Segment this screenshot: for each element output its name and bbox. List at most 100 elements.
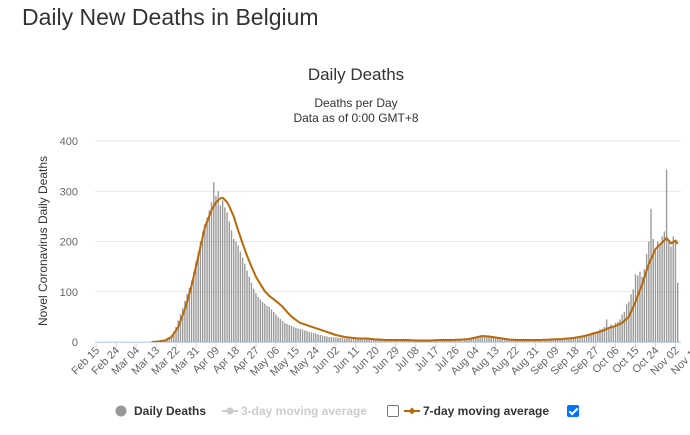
daily-deaths-bar[interactable] bbox=[299, 328, 302, 342]
daily-deaths-bar[interactable] bbox=[599, 329, 601, 342]
daily-deaths-bar[interactable] bbox=[672, 236, 674, 342]
daily-deaths-bar[interactable] bbox=[621, 314, 623, 342]
daily-deaths-bar[interactable] bbox=[441, 340, 444, 342]
daily-deaths-bar[interactable] bbox=[639, 271, 641, 342]
daily-deaths-bar[interactable] bbox=[435, 340, 437, 342]
daily-deaths-bar[interactable] bbox=[241, 257, 244, 342]
daily-deaths-bar[interactable] bbox=[173, 331, 175, 342]
daily-deaths-bar[interactable] bbox=[295, 327, 297, 342]
daily-deaths-bar[interactable] bbox=[499, 338, 501, 342]
daily-deaths-bar[interactable] bbox=[208, 210, 211, 342]
daily-deaths-bar[interactable] bbox=[344, 338, 346, 342]
daily-deaths-bar[interactable] bbox=[630, 294, 632, 342]
daily-deaths-bar[interactable] bbox=[437, 340, 439, 342]
daily-deaths-bar[interactable] bbox=[541, 339, 543, 342]
daily-deaths-bar[interactable] bbox=[332, 337, 335, 342]
daily-deaths-bar[interactable] bbox=[410, 340, 412, 342]
daily-deaths-bar[interactable] bbox=[206, 217, 208, 342]
daily-deaths-bar[interactable] bbox=[632, 289, 634, 342]
daily-deaths-bar[interactable] bbox=[543, 339, 546, 342]
daily-deaths-bar[interactable] bbox=[594, 332, 597, 342]
daily-deaths-bar[interactable] bbox=[204, 223, 206, 342]
daily-deaths-bar[interactable] bbox=[388, 340, 390, 342]
daily-deaths-bar[interactable] bbox=[381, 339, 384, 342]
daily-deaths-bar[interactable] bbox=[239, 251, 242, 342]
daily-deaths-bar[interactable] bbox=[474, 336, 477, 342]
daily-deaths-bar[interactable] bbox=[645, 254, 648, 342]
daily-deaths-bar[interactable] bbox=[546, 339, 548, 342]
daily-deaths-bar[interactable] bbox=[403, 340, 406, 342]
daily-deaths-bar[interactable] bbox=[510, 339, 512, 342]
daily-deaths-bar[interactable] bbox=[581, 335, 583, 342]
daily-deaths-bar[interactable] bbox=[612, 325, 614, 342]
daily-deaths-bar[interactable] bbox=[468, 338, 470, 342]
3-day-moving-average-checkbox[interactable] bbox=[387, 405, 400, 417]
daily-deaths-bar[interactable] bbox=[319, 334, 321, 342]
daily-deaths-bar[interactable] bbox=[637, 275, 639, 342]
daily-deaths-bar[interactable] bbox=[355, 338, 357, 342]
daily-deaths-bar[interactable] bbox=[219, 205, 222, 342]
daily-deaths-bar[interactable] bbox=[670, 246, 672, 342]
daily-deaths-bar[interactable] bbox=[350, 338, 353, 342]
daily-deaths-bar[interactable] bbox=[339, 337, 341, 342]
daily-deaths-bar[interactable] bbox=[617, 321, 619, 342]
daily-deaths-bar[interactable] bbox=[368, 339, 370, 342]
daily-deaths-bar[interactable] bbox=[370, 339, 373, 342]
daily-deaths-bar[interactable] bbox=[270, 309, 273, 342]
daily-deaths-bar[interactable] bbox=[577, 336, 579, 342]
daily-deaths-bar[interactable] bbox=[308, 331, 310, 342]
daily-deaths-bar[interactable] bbox=[290, 325, 293, 342]
daily-deaths-bar[interactable] bbox=[306, 330, 308, 342]
daily-deaths-bar[interactable] bbox=[554, 339, 557, 342]
daily-deaths-bar[interactable] bbox=[461, 339, 464, 342]
daily-deaths-bar[interactable] bbox=[472, 337, 475, 342]
daily-deaths-bar[interactable] bbox=[479, 335, 481, 342]
daily-deaths-bar[interactable] bbox=[190, 280, 193, 342]
daily-deaths-bar[interactable] bbox=[246, 270, 248, 342]
daily-deaths-bar[interactable] bbox=[654, 251, 657, 342]
daily-deaths-bar[interactable] bbox=[508, 339, 510, 342]
daily-deaths-bar[interactable] bbox=[330, 336, 333, 342]
daily-deaths-bar[interactable] bbox=[217, 191, 219, 342]
daily-deaths-bar[interactable] bbox=[324, 335, 326, 342]
daily-deaths-bar[interactable] bbox=[395, 340, 397, 342]
daily-deaths-bar[interactable] bbox=[375, 339, 377, 342]
daily-deaths-bar[interactable] bbox=[275, 314, 277, 342]
7-day-moving-average-checkbox[interactable] bbox=[567, 405, 580, 417]
daily-deaths-bar[interactable] bbox=[366, 339, 368, 342]
daily-deaths-bar[interactable] bbox=[390, 340, 393, 342]
daily-deaths-bar[interactable] bbox=[250, 282, 253, 342]
daily-deaths-bar[interactable] bbox=[574, 336, 577, 342]
seven-day-average-line[interactable] bbox=[151, 196, 679, 343]
daily-deaths-bar[interactable] bbox=[470, 337, 472, 342]
daily-deaths-bar[interactable] bbox=[512, 339, 515, 342]
daily-deaths-bar[interactable] bbox=[228, 221, 230, 342]
daily-deaths-bar[interactable] bbox=[557, 338, 559, 342]
daily-deaths-bar[interactable] bbox=[548, 339, 550, 342]
daily-deaths-bar[interactable] bbox=[563, 338, 566, 342]
daily-deaths-bar[interactable] bbox=[406, 340, 408, 342]
daily-deaths-bar[interactable] bbox=[506, 339, 508, 342]
daily-deaths-bar[interactable] bbox=[501, 338, 504, 342]
daily-deaths-bar[interactable] bbox=[237, 245, 239, 342]
daily-deaths-bar[interactable] bbox=[457, 339, 459, 342]
daily-deaths-bar[interactable] bbox=[383, 340, 386, 342]
daily-deaths-bar[interactable] bbox=[193, 271, 195, 342]
daily-deaths-bar[interactable] bbox=[379, 339, 381, 342]
daily-deaths-bar[interactable] bbox=[312, 332, 315, 342]
daily-deaths-bar[interactable] bbox=[213, 182, 215, 342]
daily-deaths-bar[interactable] bbox=[199, 241, 202, 343]
daily-deaths-bar[interactable] bbox=[552, 339, 555, 342]
daily-deaths-bar[interactable] bbox=[497, 338, 499, 342]
daily-deaths-bar[interactable] bbox=[335, 337, 337, 342]
daily-deaths-bar[interactable] bbox=[623, 311, 626, 342]
daily-deaths-bar[interactable] bbox=[386, 340, 388, 342]
daily-deaths-bar[interactable] bbox=[170, 334, 173, 342]
daily-deaths-bar[interactable] bbox=[570, 337, 572, 342]
daily-deaths-bar[interactable] bbox=[648, 241, 650, 343]
daily-deaths-bar[interactable] bbox=[195, 261, 197, 342]
daily-deaths-bar[interactable] bbox=[175, 326, 177, 342]
daily-deaths-bar[interactable] bbox=[292, 326, 295, 342]
daily-deaths-bar[interactable] bbox=[463, 338, 466, 342]
daily-deaths-bar[interactable] bbox=[301, 329, 304, 342]
